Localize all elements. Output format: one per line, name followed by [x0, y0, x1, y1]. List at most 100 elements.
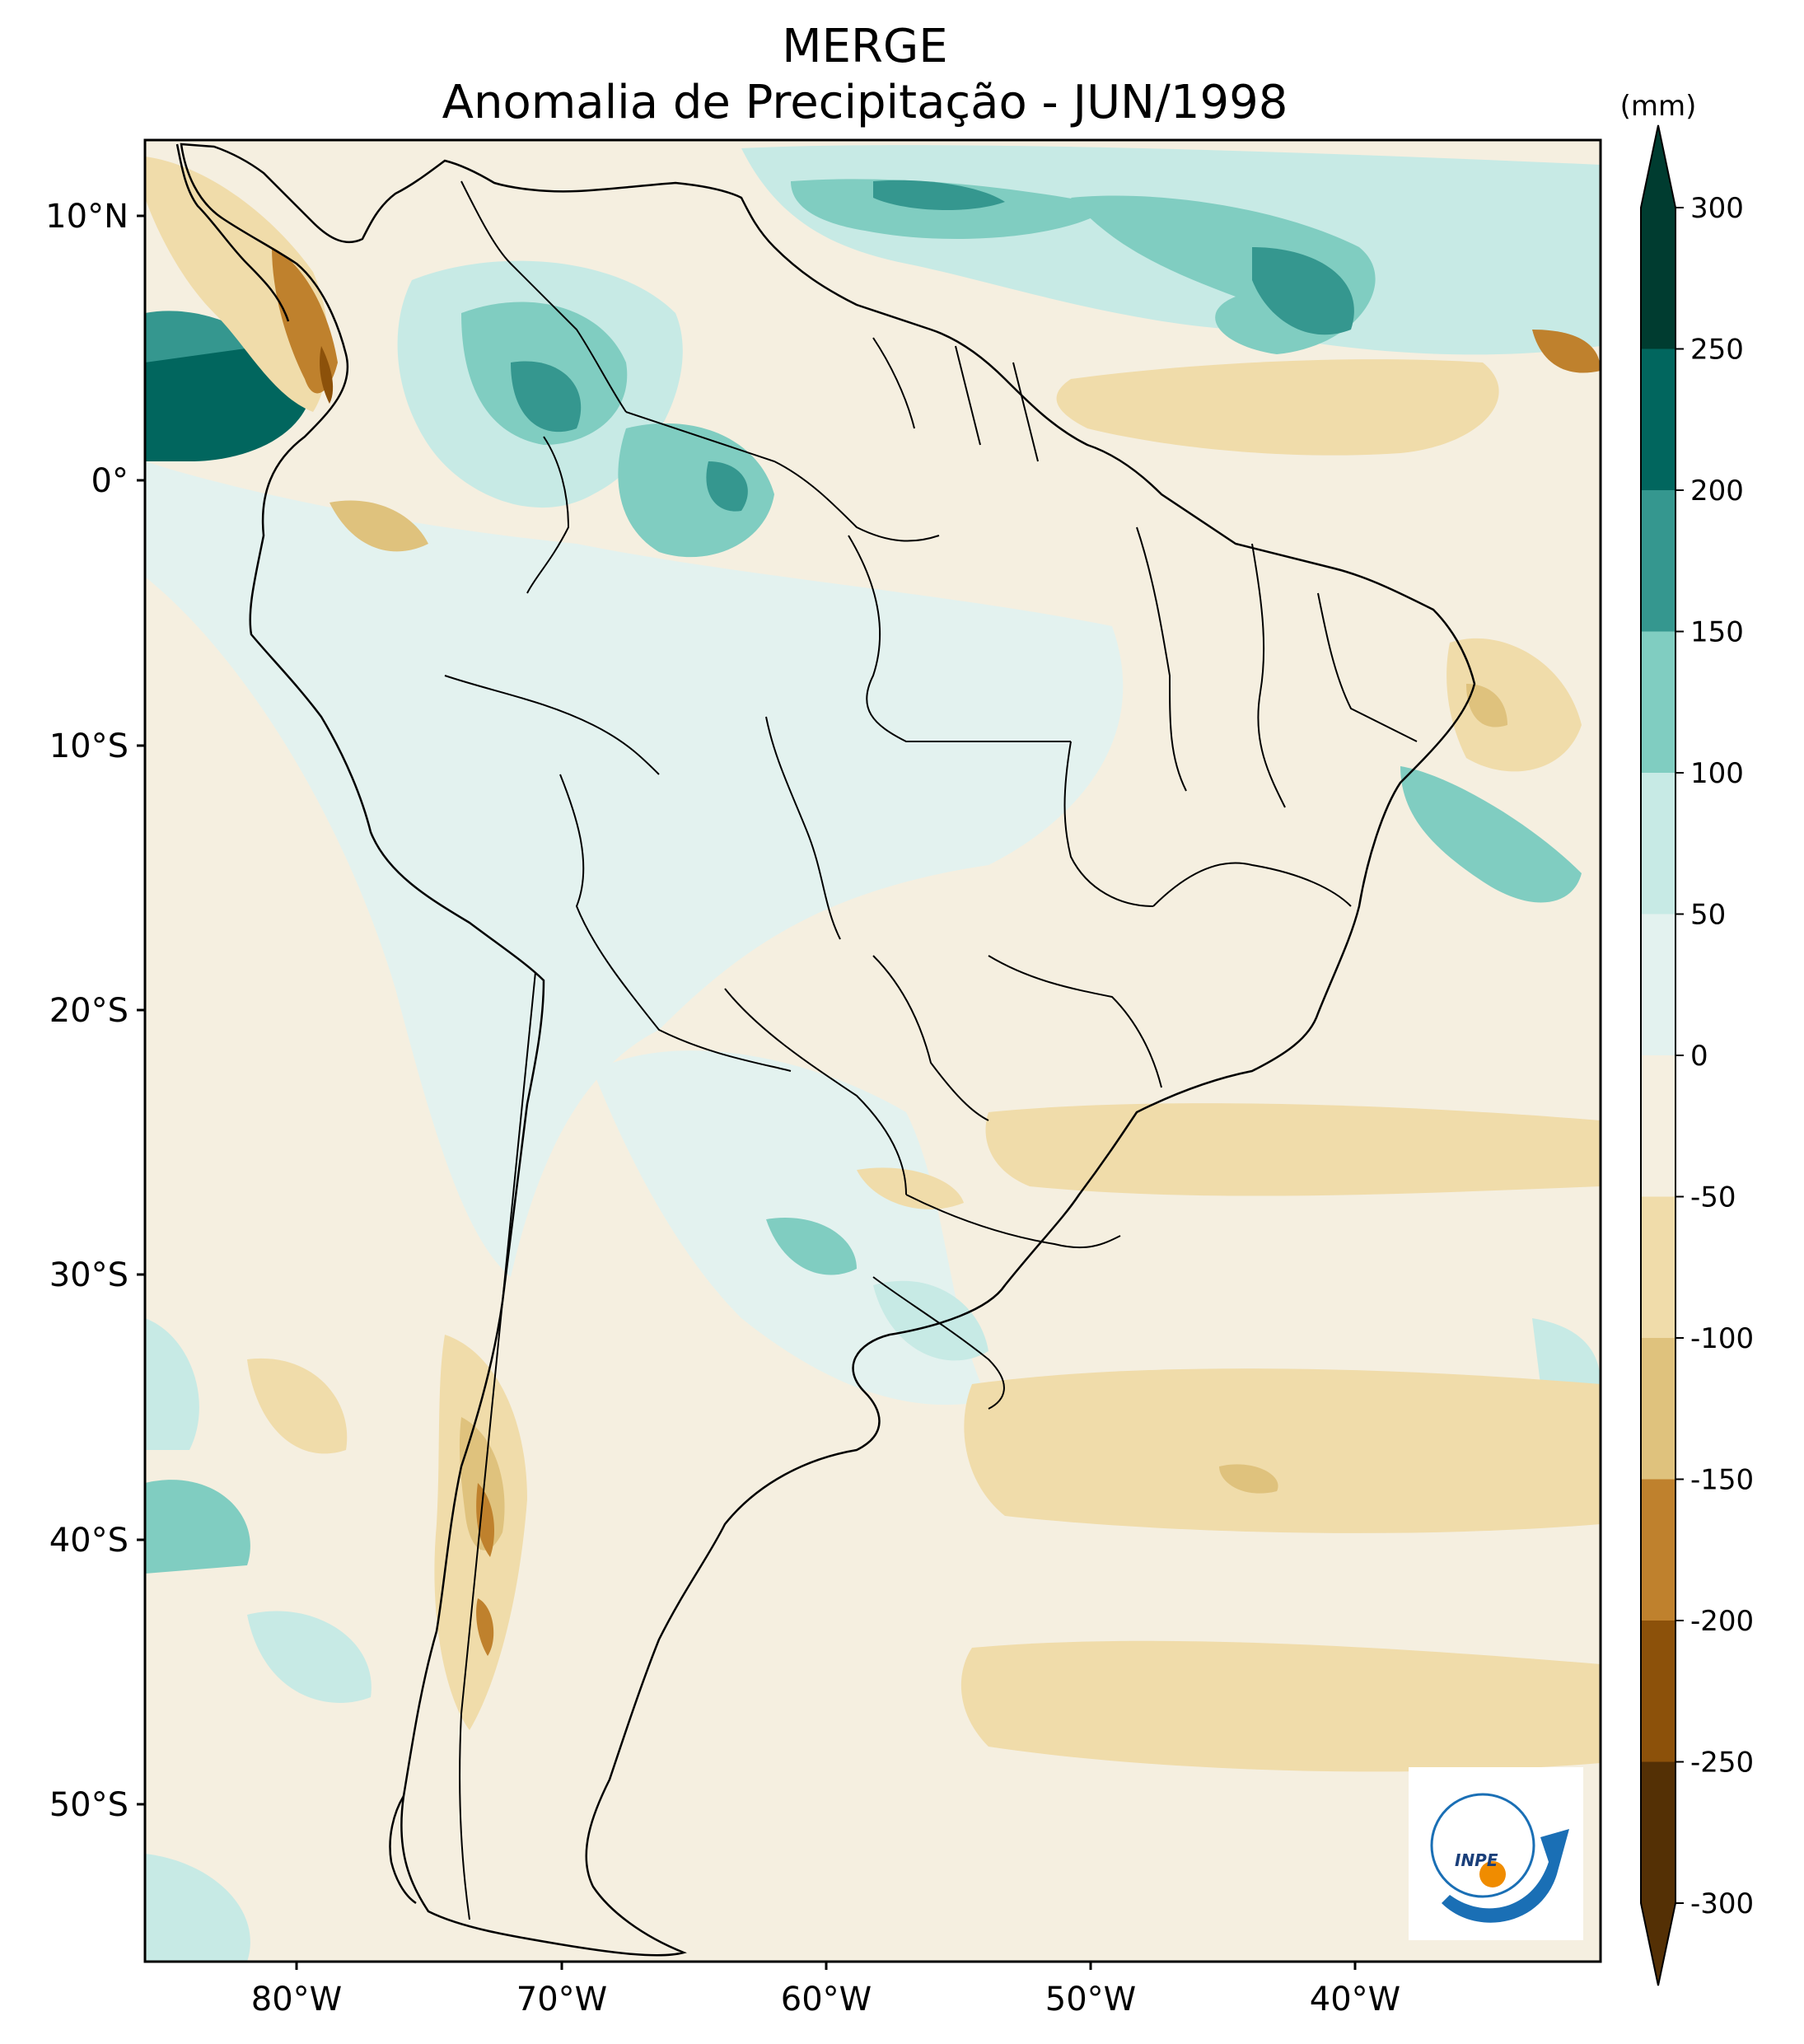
- anomaly-positive-area: [247, 1611, 372, 1703]
- anomaly-positive-area: [1532, 1318, 1601, 1384]
- anomaly-negative-area: [985, 1103, 1601, 1196]
- border-brazil-states-4: [1063, 741, 1154, 907]
- logo-text: INPE: [1455, 1850, 1498, 1870]
- map-title: MERGE: [782, 20, 948, 73]
- border-bolivia: [559, 774, 792, 1072]
- colorbar-segment: [1641, 208, 1675, 349]
- logo-sun-icon: [1479, 1861, 1506, 1887]
- anomaly-negative-area: [459, 1417, 505, 1551]
- border-argentina-chile: [459, 971, 536, 1920]
- anomaly-negative-area: [476, 1483, 494, 1557]
- anomaly-positive-area: [145, 461, 1124, 1277]
- colorbar-segment: [1641, 1621, 1675, 1762]
- anomaly-negative-area: [857, 1167, 964, 1209]
- colorbar-segment: [1641, 631, 1675, 774]
- map-frame: [143, 138, 1602, 1963]
- colorbar-segment: [1641, 348, 1675, 491]
- anomaly-positive-area: [1400, 766, 1582, 903]
- coastlines: [175, 143, 1476, 1957]
- anomaly-negative-area: [1219, 1464, 1278, 1494]
- border-guianas: [872, 337, 1039, 462]
- south-america-coastline: [180, 143, 1476, 1957]
- anomaly-field: [145, 145, 1601, 1962]
- border-brazil-states-7: [1136, 526, 1187, 792]
- anomaly-negative-area: [1446, 638, 1582, 772]
- anomaly-positive-area: [145, 1854, 250, 1962]
- anomaly-positive-area: [1252, 247, 1354, 335]
- lat-tick-label: 40°S: [49, 1522, 129, 1560]
- colorbar-segment: [1641, 914, 1675, 1056]
- border-paraguay: [724, 988, 907, 1195]
- inpe-logo: INPE: [1409, 1767, 1583, 1940]
- colorbar-ticks: 300 250 200 150 100 50 0 -50 -100 -150 -200 -250 -30…: [1675, 192, 1754, 1920]
- colorbar-tick-label: 100: [1690, 757, 1744, 790]
- lat-tick-label: 10°N: [45, 198, 129, 236]
- anomaly-negative-area: [476, 1598, 494, 1656]
- colorbar-tick-label: 150: [1690, 616, 1744, 649]
- colorbar-tick-label: 250: [1690, 334, 1744, 367]
- colorbar-tick-label: 200: [1690, 475, 1744, 507]
- lon-tick-label: 60°W: [781, 1981, 872, 2018]
- border-uruguay: [872, 1276, 1005, 1410]
- colorbar-segment: [1641, 490, 1675, 632]
- lat-tick-labels: 10°N 0° 10°S 20°S 30°S 40°S 50°S: [45, 198, 129, 1824]
- colorbar-tick-label: -250: [1690, 1747, 1754, 1780]
- anomaly-positive-area: [873, 1280, 988, 1361]
- colorbar-min-extension: [1641, 1903, 1675, 1986]
- anomaly-positive-area: [706, 461, 748, 512]
- logo-orbit-icon: [1430, 1793, 1535, 1898]
- anomaly-positive-area: [766, 1218, 857, 1275]
- border-brazil-states-5: [1152, 862, 1352, 907]
- lat-tick-label: 20°S: [49, 992, 129, 1030]
- lat-tick-label: 50°S: [49, 1786, 129, 1824]
- anomaly-positive-area: [618, 423, 774, 558]
- lat-tick-label: 30°S: [49, 1256, 129, 1294]
- lon-tick-label: 50°W: [1045, 1981, 1136, 2018]
- border-brazil-south: [905, 1194, 1121, 1249]
- border-brazil-states-3: [872, 955, 989, 1121]
- country-borders: [444, 180, 1418, 1920]
- colorbar-segment: [1641, 773, 1675, 914]
- anomaly-negative-area: [145, 157, 329, 412]
- anomaly-negative-area: [1056, 359, 1499, 456]
- anomaly-negative-area: [247, 1358, 348, 1454]
- colorbar-tick-label: 50: [1690, 899, 1726, 932]
- logo-arrow-icon: [1442, 1829, 1569, 1923]
- border-peru-brazil: [444, 675, 660, 775]
- colorbar-tick-label: 0: [1690, 1040, 1708, 1073]
- colorbar: (mm) 300 250 200 150 100 50 0 -50 -100 -150 -200 -2…: [1620, 90, 1754, 1986]
- anomaly-negative-area: [1466, 684, 1507, 727]
- border-brazil-states-8: [1251, 543, 1286, 808]
- colorbar-segment: [1641, 1479, 1675, 1621]
- lat-tick-label: 10°S: [49, 727, 129, 765]
- colorbar-segment: [1641, 1761, 1675, 1904]
- colorbar-max-extension: [1641, 125, 1675, 208]
- lat-tick-label: 0°: [91, 462, 129, 500]
- colorbar-tick-label: -300: [1690, 1887, 1754, 1920]
- border-brazil-states-9: [1317, 592, 1418, 742]
- colorbar-unit: (mm): [1620, 90, 1697, 123]
- border-brazil-states-2: [765, 716, 841, 940]
- anomaly-positive-area: [145, 1480, 250, 1574]
- central-america-coastline: [175, 143, 290, 322]
- colorbar-tick-label: -200: [1690, 1605, 1754, 1638]
- lon-tick-labels: 80°W 70°W 60°W 50°W 40°W: [251, 1981, 1400, 2018]
- colorbar-tick-label: -100: [1690, 1322, 1754, 1355]
- lon-tick-label: 40°W: [1310, 1981, 1400, 2018]
- border-venezuela-colombia: [460, 180, 627, 413]
- anomaly-positive-area: [873, 180, 1005, 211]
- patagonia-coast: [389, 1795, 417, 1905]
- lat-tick-marks: [137, 214, 145, 1806]
- map-subtitle: Anomalia de Precipitação - JUN/1998: [442, 76, 1288, 129]
- anomaly-negative-area: [960, 1640, 1601, 1772]
- border-brazil-states-1: [848, 535, 1071, 743]
- colorbar-segments: [1640, 124, 1676, 1986]
- anomaly-negative-area: [1532, 330, 1601, 373]
- anomaly-negative-area: [964, 1368, 1601, 1533]
- anomaly-positive-area: [145, 311, 264, 362]
- anomaly-negative-area: [329, 500, 428, 552]
- colorbar-tick-label: -50: [1690, 1181, 1736, 1214]
- colorbar-segment: [1641, 1055, 1675, 1197]
- border-colombia-brazil: [526, 436, 570, 594]
